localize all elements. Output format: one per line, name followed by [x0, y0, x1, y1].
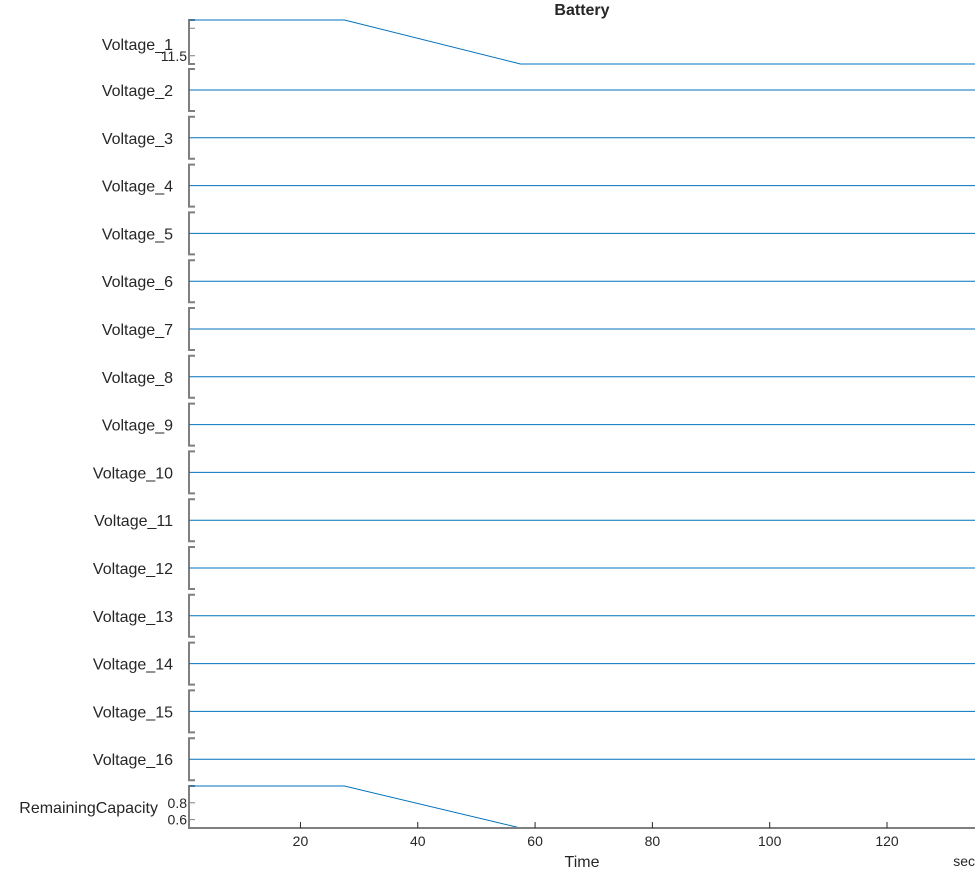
x-tick-label: 120 [875, 833, 899, 849]
y-axis-label: Voltage_5 [102, 226, 173, 243]
x-axis-label: Time [565, 854, 600, 870]
y-axis-label: Voltage_4 [102, 179, 173, 196]
y-axis-label: Voltage_2 [102, 83, 173, 100]
y-tick-label: 0.6 [168, 812, 188, 828]
panel-voltage_15: Voltage_15 [93, 689, 975, 734]
y-axis [188, 785, 195, 829]
series-line [189, 19, 975, 65]
y-axis-label: RemainingCapacity [19, 800, 158, 817]
panel-voltage_8: Voltage_8 [102, 354, 975, 399]
chart-title: Battery [554, 2, 609, 19]
panel-voltage_4: Voltage_4 [102, 163, 975, 208]
panel-voltage_14: Voltage_14 [93, 641, 975, 686]
x-axis-unit: sec [953, 853, 975, 869]
panel-voltage_7: Voltage_7 [102, 307, 975, 351]
x-tick-label: 60 [527, 833, 543, 849]
panel-voltage_3: Voltage_3 [102, 115, 975, 160]
y-axis-label: Voltage_9 [102, 418, 173, 435]
y-axis-label: Voltage_7 [102, 322, 173, 339]
x-tick-label: 80 [645, 833, 661, 849]
y-axis-label: Voltage_16 [93, 752, 173, 769]
x-tick-label: 40 [410, 833, 426, 849]
y-axis-label: Voltage_11 [94, 513, 173, 530]
y-axis-label: Voltage_10 [93, 465, 173, 482]
x-tick-label: 100 [758, 833, 782, 849]
panel-voltage_2: Voltage_2 [102, 68, 975, 112]
y-tick-label: 11.5 [161, 48, 187, 64]
y-tick-label: 0.8 [168, 795, 188, 811]
y-axis-label: Voltage_13 [93, 609, 173, 626]
y-axis-label: Voltage_12 [93, 561, 173, 578]
panel-voltage_9: Voltage_9 [102, 402, 975, 447]
panel-voltage_6: Voltage_6 [102, 259, 975, 304]
y-axis-label: Voltage_15 [93, 704, 173, 721]
panel-voltage_12: Voltage_12 [93, 546, 975, 590]
y-axis-label: Voltage_1 [102, 37, 173, 54]
y-axis-label: Voltage_8 [102, 370, 173, 387]
y-axis-label: Voltage_3 [102, 131, 173, 148]
panel-voltage_16: Voltage_16 [93, 737, 975, 782]
x-tick-label: 20 [293, 833, 309, 849]
y-axis-label: Voltage_6 [102, 274, 173, 291]
panel-voltage_5: Voltage_5 [102, 211, 975, 256]
panel-voltage_11: Voltage_11 [94, 498, 975, 543]
y-axis [188, 19, 195, 65]
panel-voltage_13: Voltage_13 [93, 593, 975, 638]
panel-remainingcapacity: RemainingCapacity 0.60.8 [19, 785, 975, 829]
y-axis-label: Voltage_14 [93, 657, 173, 674]
panel-voltage_1: Voltage_111.5 [102, 19, 975, 65]
panel-voltage_10: Voltage_10 [93, 450, 975, 495]
series-line [189, 785, 975, 829]
